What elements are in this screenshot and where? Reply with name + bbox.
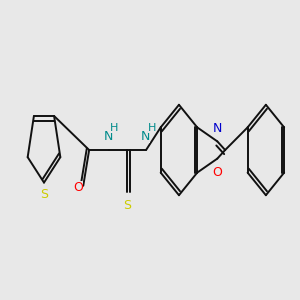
- Text: N: N: [103, 130, 113, 143]
- Text: H: H: [110, 123, 119, 133]
- Text: S: S: [123, 199, 131, 212]
- Text: O: O: [73, 182, 83, 194]
- Text: N: N: [213, 122, 222, 135]
- Text: N: N: [141, 130, 150, 143]
- Text: S: S: [40, 188, 48, 201]
- Text: O: O: [212, 166, 222, 179]
- Text: H: H: [148, 123, 156, 133]
